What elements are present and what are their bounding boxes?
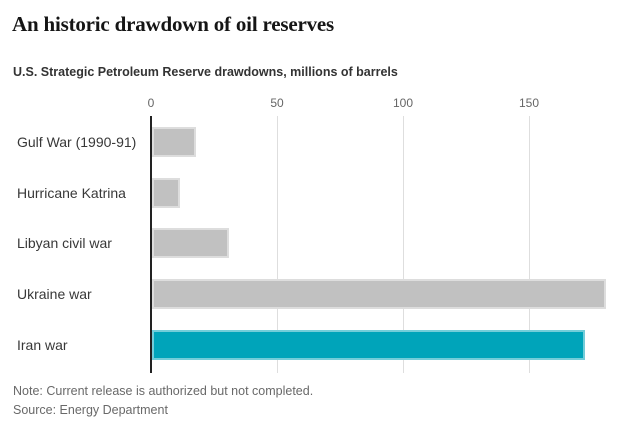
gridline-150: [529, 116, 530, 373]
x-tick-label-150: 150: [518, 96, 540, 110]
chart-source: Source: Energy Department: [13, 403, 168, 417]
bar-libyan-civil-war: [152, 228, 230, 259]
chart-subtitle: U.S. Strategic Petroleum Reserve drawdow…: [13, 65, 398, 79]
chart-note: Note: Current release is authorized but …: [13, 384, 314, 398]
category-label-0: Gulf War (1990-91): [17, 134, 137, 150]
gridline-100: [403, 116, 404, 373]
category-label-1: Hurricane Katrina: [17, 184, 126, 201]
x-tick-label-50: 50: [270, 96, 284, 110]
bar-ukraine-war: [152, 279, 606, 310]
x-tick-label-0: 0: [147, 96, 155, 110]
gridline-50: [277, 116, 278, 373]
bar-gulf-war-1990-91: [152, 127, 196, 157]
category-label-4: Iran war: [17, 336, 68, 353]
bar-iran-war: [152, 329, 586, 360]
x-tick-label-100: 100: [392, 96, 414, 110]
bar-hurricane-katrina: [152, 177, 180, 208]
category-label-3: Ukraine war: [17, 286, 92, 303]
category-label-2: Libyan civil war: [17, 235, 112, 252]
zero-axis-line: [150, 116, 152, 373]
chart-title: An historic drawdown of oil reserves: [12, 12, 334, 36]
